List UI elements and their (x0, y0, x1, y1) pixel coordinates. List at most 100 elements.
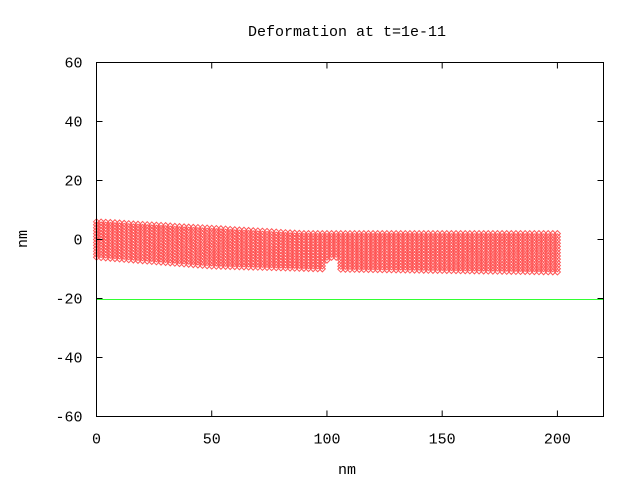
data-point (304, 258, 313, 267)
data-point (553, 239, 562, 247)
data-point (323, 247, 331, 256)
data-point (438, 263, 446, 272)
data-point (166, 240, 174, 249)
data-point (507, 261, 516, 269)
data-point (217, 253, 225, 261)
data-point (254, 242, 262, 250)
data-point (249, 233, 257, 241)
data-point (443, 248, 451, 256)
data-point (106, 248, 115, 257)
data-point (92, 229, 101, 238)
x-tick-label: 150 (429, 432, 456, 449)
data-point (208, 262, 216, 270)
data-point (152, 255, 161, 263)
data-point (438, 254, 446, 262)
data-point (244, 254, 253, 262)
data-point (323, 250, 331, 258)
data-point (249, 236, 257, 244)
data-point (221, 256, 230, 264)
data-point (438, 242, 446, 250)
data-point (272, 255, 280, 263)
data-point (512, 248, 520, 257)
data-point (346, 259, 354, 268)
data-point (318, 247, 327, 255)
data-point (443, 257, 451, 266)
data-point (290, 258, 299, 267)
data-point (553, 258, 562, 267)
data-point (212, 224, 221, 233)
data-point (470, 257, 479, 266)
data-point (120, 246, 128, 255)
data-point (244, 251, 253, 259)
data-point (97, 224, 105, 232)
data-point (295, 250, 304, 258)
data-point (452, 248, 460, 256)
data-point (97, 218, 105, 226)
data-point (489, 258, 497, 266)
data-point (134, 256, 142, 265)
data-point (189, 236, 197, 244)
data-point (323, 229, 331, 238)
data-point (360, 244, 368, 253)
data-point (521, 261, 529, 269)
data-point (194, 255, 202, 263)
data-point (212, 259, 221, 267)
data-point (535, 252, 543, 260)
data-point (360, 238, 368, 247)
data-point (304, 247, 313, 255)
data-point (115, 219, 124, 227)
data-point (258, 257, 267, 266)
data-point (120, 222, 128, 231)
data-point (420, 266, 428, 274)
data-point (189, 245, 197, 253)
data-point (470, 229, 479, 238)
data-point (129, 253, 138, 261)
data-point (175, 244, 184, 252)
data-point (383, 266, 391, 274)
data-point (323, 235, 331, 244)
data-point (203, 249, 211, 257)
data-point (286, 258, 294, 266)
data-point (489, 236, 497, 244)
data-point (171, 250, 179, 258)
data-point (300, 238, 308, 247)
data-point (401, 232, 410, 241)
data-point (184, 251, 193, 259)
data-point (148, 224, 156, 232)
data-point (318, 253, 327, 261)
data-point (475, 261, 483, 269)
data-point (148, 239, 156, 247)
data-point (373, 232, 382, 241)
data-point (189, 257, 197, 266)
data-point (341, 238, 350, 247)
data-point (258, 236, 267, 244)
data-point (350, 256, 359, 265)
data-point (415, 232, 423, 241)
data-point (346, 229, 354, 238)
data-point (106, 245, 115, 254)
data-point (125, 243, 133, 252)
data-point (198, 255, 207, 263)
data-point (396, 238, 405, 247)
data-point (539, 264, 548, 273)
data-point (410, 260, 419, 268)
data-point (194, 261, 202, 269)
data-point (254, 257, 262, 265)
data-point (295, 261, 304, 270)
data-point (378, 235, 386, 244)
data-point (300, 229, 308, 238)
data-point (92, 226, 101, 235)
data-point (456, 267, 465, 275)
data-point (503, 236, 511, 244)
data-point (300, 253, 308, 261)
data-point (203, 252, 211, 260)
data-point (157, 252, 165, 260)
data-point (161, 221, 170, 230)
data-point (549, 268, 557, 276)
data-point (161, 252, 170, 261)
data-point (512, 258, 520, 266)
data-point (175, 238, 184, 246)
data-point (350, 235, 359, 244)
data-point (512, 261, 520, 269)
data-point (92, 244, 101, 253)
